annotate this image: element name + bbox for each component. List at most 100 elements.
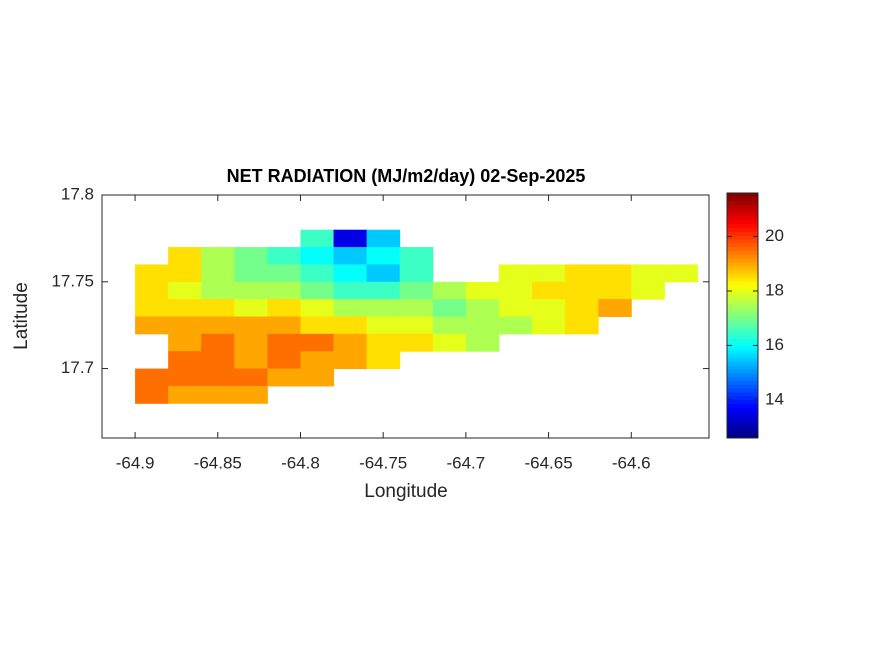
heat-cell [465,333,500,352]
heat-cell [465,299,500,317]
heat-cell [234,351,268,370]
heat-cell [631,264,665,283]
colorbar-swatch [727,361,758,366]
colorbar-swatch [727,330,758,336]
heat-cell [267,316,301,335]
heat-cell [300,333,335,352]
colorbar-swatch [727,338,758,343]
colorbar-swatch [727,315,758,320]
colorbar-swatch [727,372,758,378]
heat-cell [300,368,335,387]
heat-cell [234,281,268,300]
colorbar-swatch [727,349,758,355]
colorbar-swatch [727,323,758,328]
heat-cell [333,229,368,248]
colorbar-box [726,192,759,439]
colorbar-swatch [727,319,758,324]
x-tick-label: -64.85 [194,453,242,472]
heat-cell [135,385,169,404]
colorbar-swatch [727,415,758,420]
heat-cell [366,281,401,300]
heat-cell [267,281,301,300]
heat-cell [532,316,566,335]
heat-cell [532,299,566,317]
heat-cell [300,281,335,300]
heat-cell [399,299,434,317]
colorbar-swatch [727,281,758,286]
colorbar-swatch [727,296,758,301]
colorbar-swatch [727,365,758,370]
colorbar-swatch [727,418,758,424]
heat-cell [300,316,335,335]
heat-cell [366,333,401,352]
colorbar-swatch [727,258,758,263]
colorbar-swatch [727,342,758,347]
heat-cell [432,281,467,300]
heat-cell [168,264,202,283]
heat-cell [333,316,368,335]
heat-cell [366,247,401,265]
colorbar-swatch [727,395,758,401]
colorbar-swatch [727,200,758,205]
colorbar-swatch [727,212,758,217]
heat-cell [300,299,335,317]
colorbar-swatch [727,223,758,228]
colorbar-swatch [727,307,758,313]
heat-cell [201,247,235,265]
colorbar-swatch [727,388,758,393]
heat-cell [333,264,368,283]
colorbar-swatch [727,273,758,278]
colorbar-swatch [727,380,758,385]
colorbar-swatch [727,304,758,309]
heat-cell [300,351,335,370]
heat-cell [432,299,467,317]
x-tick-label: -64.6 [612,453,651,472]
colorbar-swatch [727,231,758,236]
colorbar-swatch [727,430,758,435]
heat-cell [300,247,335,265]
colorbar-swatch [727,326,758,332]
heat-cell [234,299,268,317]
colorbar-swatch [727,215,758,221]
colorbar-swatch [727,292,758,297]
heat-cell [168,385,202,404]
heat-cell [234,333,268,352]
heat-cell [234,368,268,387]
colorbar-swatch [727,434,758,439]
heat-cell [267,264,301,283]
heat-cell [201,385,235,404]
heat-cell [201,333,235,352]
heat-cell [201,351,235,370]
heat-cell [234,316,268,335]
colorbar-swatch [727,353,758,359]
heat-cell [201,316,235,335]
heat-cell [168,281,202,300]
heat-cell [300,229,335,248]
y-tick-label: 17.7 [61,358,94,377]
heat-cell [333,333,368,352]
heat-cell [399,316,434,335]
heat-cell [598,299,632,317]
colorbar-tick-label: 14 [765,389,784,408]
colorbar-swatch [727,235,758,240]
colorbar-swatch [727,399,758,405]
colorbar-swatch [727,346,758,351]
heat-cell [366,264,401,283]
heat-cell [135,316,169,335]
heat-cell [498,264,533,283]
heat-cell [498,316,533,335]
heat-cell [598,264,632,283]
heat-cell [399,281,434,300]
colorbar-swatch [727,403,758,408]
colorbar-swatch [727,376,758,382]
y-tick-label: 17.8 [61,184,94,203]
colorbar-swatch [727,311,758,316]
heat-cell [598,281,632,300]
heat-cell [333,247,368,265]
heat-cell [565,316,599,335]
heat-cell [267,351,301,370]
chart-title: NET RADIATION (MJ/m2/day) 02-Sep-2025 [227,166,586,186]
colorbar-swatch [727,300,758,305]
colorbar-swatch [727,369,758,374]
colorbar-swatch [727,261,758,267]
